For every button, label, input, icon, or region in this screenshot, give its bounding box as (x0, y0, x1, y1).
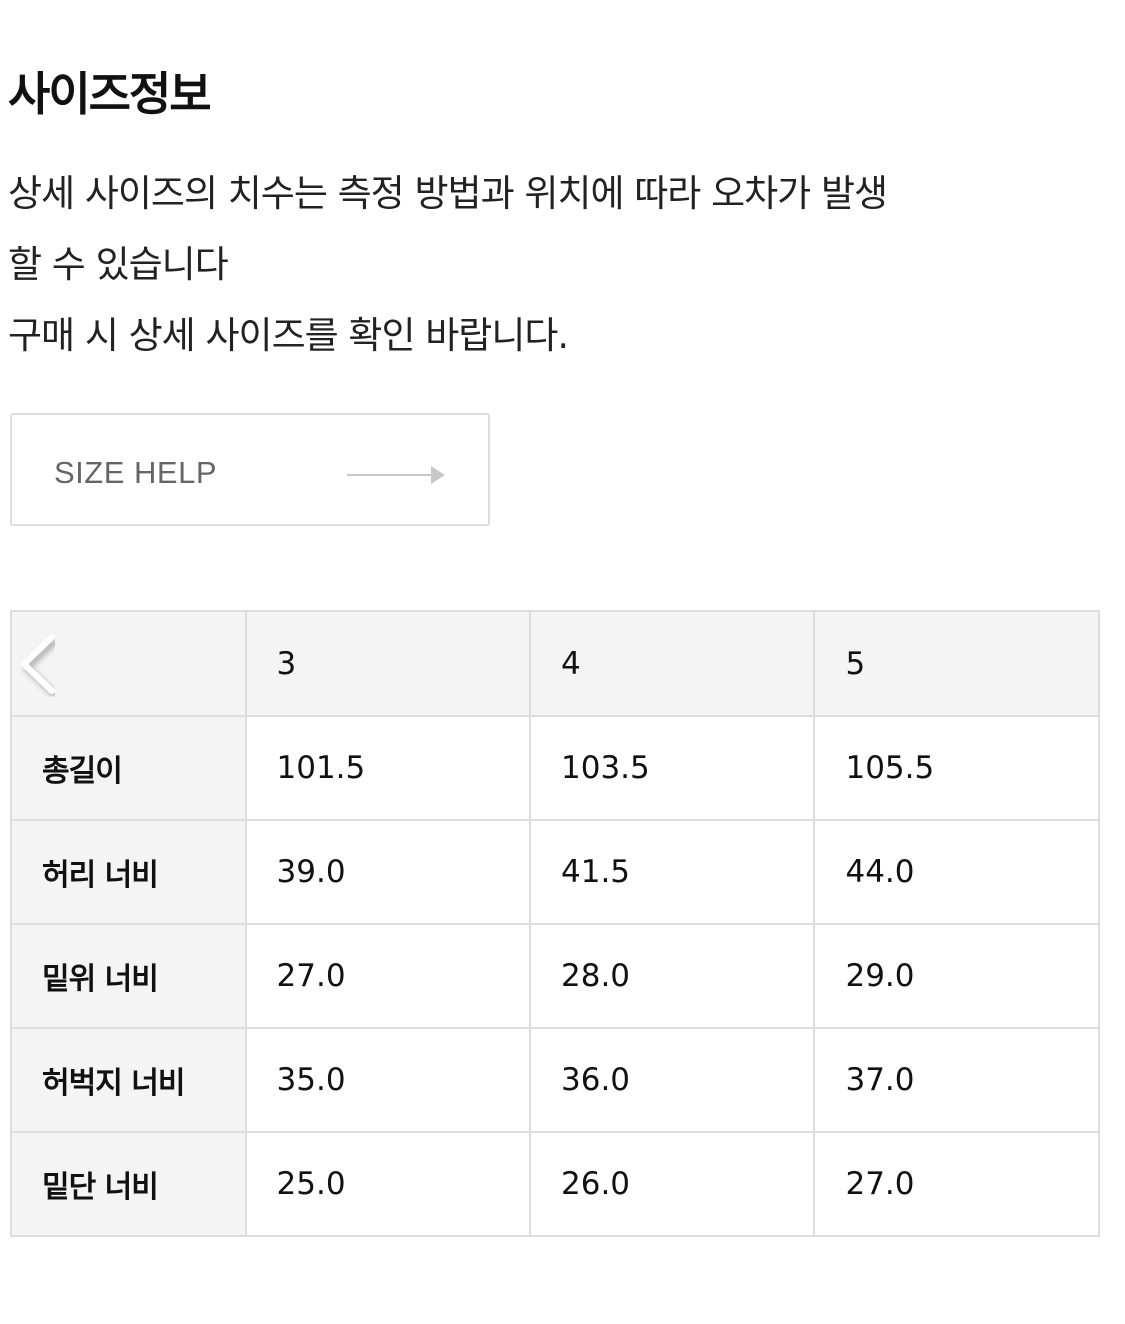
row-label: 밑단 너비 (10, 1131, 247, 1237)
table-cell: 27.0 (813, 1131, 1100, 1237)
row-label: 밑위 너비 (10, 923, 247, 1029)
arrow-right-icon (347, 466, 445, 484)
table-cell: 37.0 (813, 1027, 1100, 1133)
header-corner (10, 610, 247, 717)
table-cell: 41.5 (528, 819, 816, 925)
table-row: 밑위 너비 27.0 28.0 29.0 (10, 923, 1100, 1029)
size-notice: 상세 사이즈의 치수는 측정 방법과 위치에 따라 오차가 발생 할 수 있습니… (8, 158, 1118, 371)
table-cell: 35.0 (244, 1027, 532, 1133)
table-row: 허벅지 너비 35.0 36.0 37.0 (10, 1027, 1100, 1133)
size-table: 3 4 5 총길이 101.5 103.5 105.5 허리 너비 39.0 4… (10, 610, 1100, 1237)
table-cell: 39.0 (244, 819, 532, 925)
table-cell: 29.0 (813, 923, 1100, 1029)
table-cell: 103.5 (528, 715, 816, 821)
table-header-row: 3 4 5 (10, 610, 1100, 717)
table-row: 밑단 너비 25.0 26.0 27.0 (10, 1131, 1100, 1237)
notice-line: 상세 사이즈의 치수는 측정 방법과 위치에 따라 오차가 발생 (8, 172, 888, 215)
table-cell: 25.0 (244, 1131, 532, 1237)
page-title: 사이즈정보 (8, 67, 212, 121)
notice-line: 할 수 있습니다 (8, 243, 229, 286)
row-label: 총길이 (10, 715, 247, 821)
table-cell: 36.0 (528, 1027, 816, 1133)
row-label: 허리 너비 (10, 819, 247, 925)
notice-line: 구매 시 상세 사이즈를 확인 바랍니다. (8, 314, 569, 357)
table-cell: 27.0 (244, 923, 532, 1029)
table-cell: 26.0 (528, 1131, 816, 1237)
chevron-left-icon[interactable] (14, 629, 64, 699)
table-row: 총길이 101.5 103.5 105.5 (10, 715, 1100, 821)
size-header: 4 (528, 610, 816, 717)
table-cell: 44.0 (813, 819, 1100, 925)
table-cell: 101.5 (244, 715, 532, 821)
table-cell: 28.0 (528, 923, 816, 1029)
size-help-button[interactable]: SIZE HELP (10, 413, 490, 526)
table-row: 허리 너비 39.0 41.5 44.0 (10, 819, 1100, 925)
row-label: 허벅지 너비 (10, 1027, 247, 1133)
size-header: 3 (244, 610, 532, 717)
table-cell: 105.5 (813, 715, 1100, 821)
size-help-label: SIZE HELP (54, 455, 217, 490)
size-header: 5 (813, 610, 1100, 717)
